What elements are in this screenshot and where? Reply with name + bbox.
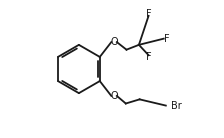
Text: F: F (146, 10, 151, 19)
Text: O: O (110, 37, 118, 47)
Text: F: F (146, 52, 151, 62)
Text: Br: Br (171, 101, 182, 111)
Text: O: O (110, 91, 118, 101)
Text: F: F (164, 34, 169, 44)
